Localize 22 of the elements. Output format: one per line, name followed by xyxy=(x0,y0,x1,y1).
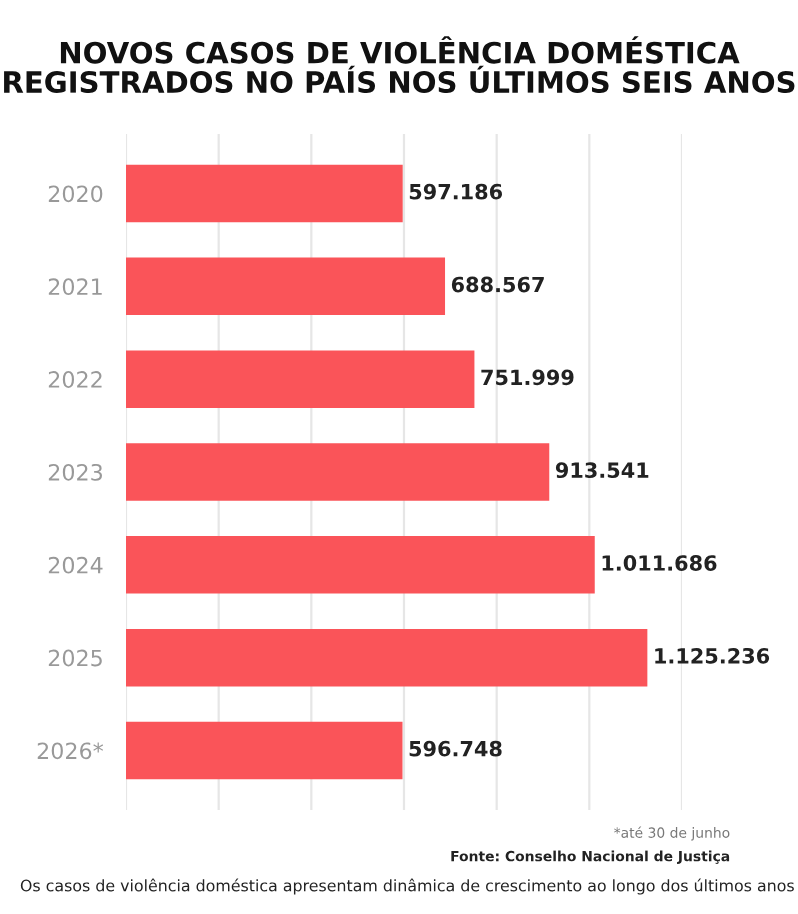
data-label: 1.011.686 xyxy=(602,555,717,571)
y-tick-label: 2026* xyxy=(37,742,104,760)
data-label: 596.748 xyxy=(409,740,502,757)
data-label: 1.125.236 xyxy=(655,647,770,664)
data-label: 913.541 xyxy=(555,462,649,479)
y-tick-label: 2022 xyxy=(48,371,102,388)
bar xyxy=(126,536,595,594)
data-label: 751.999 xyxy=(481,369,574,386)
bar xyxy=(126,164,403,223)
y-tick-label: 2025 xyxy=(48,649,102,667)
bar xyxy=(126,350,475,408)
bar xyxy=(126,443,550,501)
bar xyxy=(126,721,403,780)
y-tick-label: 2024 xyxy=(48,556,103,574)
data-label: 688.567 xyxy=(451,276,544,293)
bar xyxy=(126,257,446,316)
y-tick-label: 2023 xyxy=(48,463,102,481)
y-tick-label: 2020 xyxy=(48,185,103,203)
chart-title: NOVOS CASOS DE VIOLÊNCIA DOMÉSTICA REGISTRADOS NO PAÍS NOS ÚLTIMOS SEIS ANOS xyxy=(4,36,795,94)
data-label: 597.186 xyxy=(409,183,503,200)
y-tick-label: 2021 xyxy=(48,278,102,296)
bar xyxy=(126,628,648,687)
